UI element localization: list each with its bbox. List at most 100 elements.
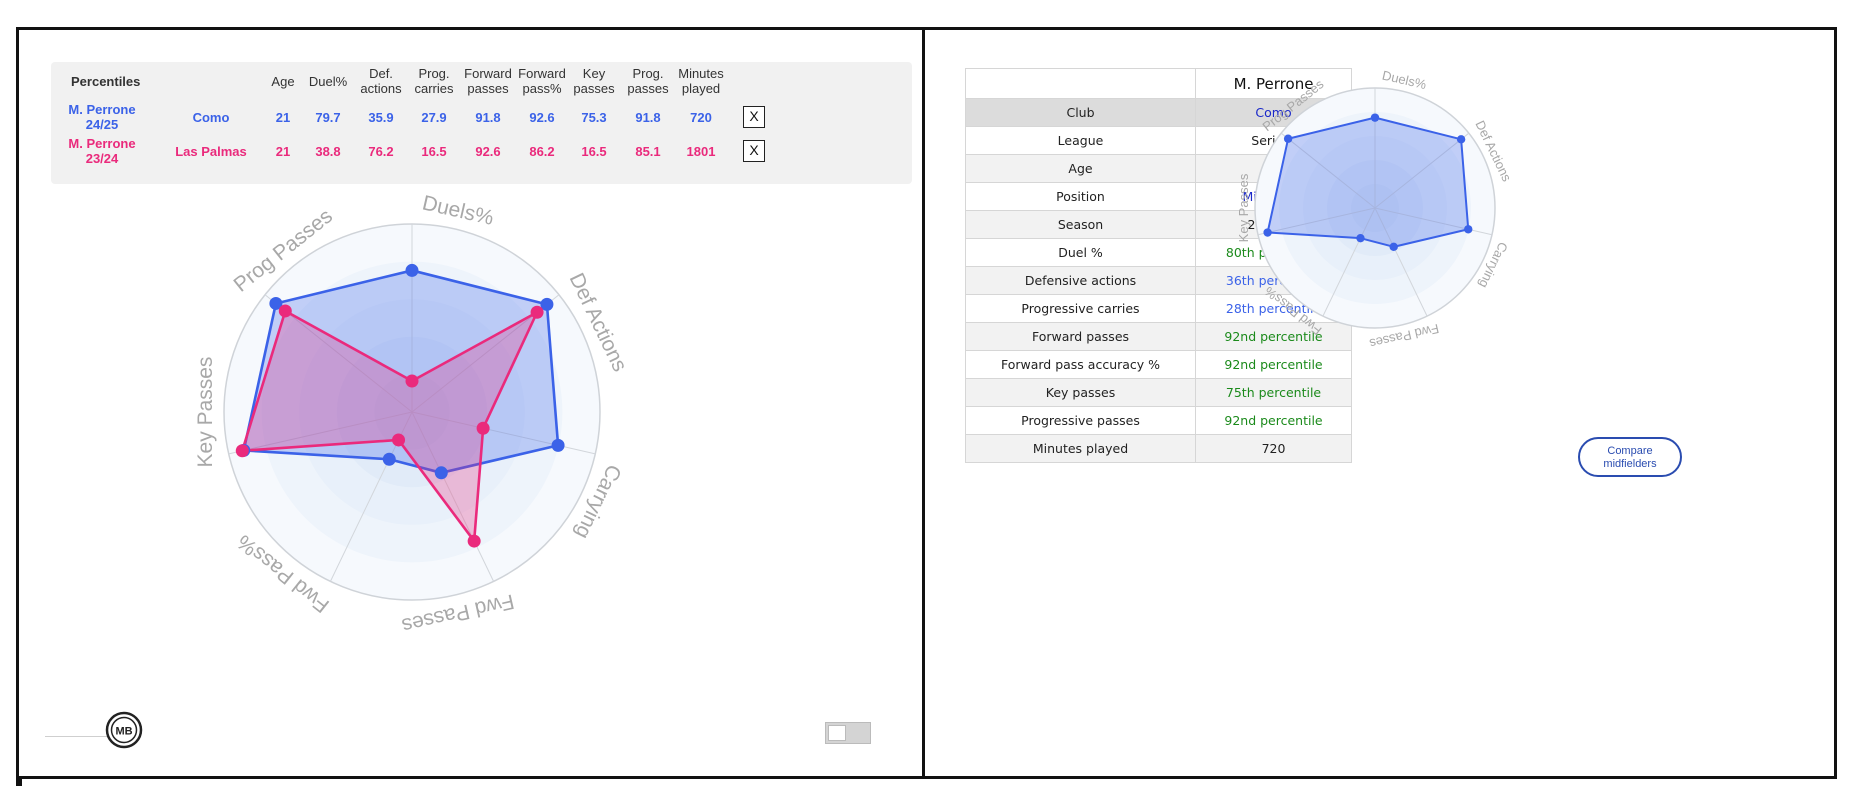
- radar-point: [235, 444, 249, 458]
- profile-value: 720: [1195, 434, 1352, 463]
- comparison-value: 91.8: [475, 110, 501, 125]
- percentile-comparison-table: Percentiles Age Duel% Def. actions Prog. carri…: [51, 62, 912, 184]
- profile-label: Forward passes: [965, 322, 1196, 351]
- comparison-value: 79.7: [315, 110, 341, 125]
- toggle-knob: [828, 725, 846, 741]
- radar-spoke: [1280, 132, 1376, 209]
- profile-row: Club Como: [965, 98, 1352, 127]
- radar-point: [1456, 135, 1466, 144]
- radar-spoke: [1374, 207, 1493, 236]
- radar-point: [269, 296, 283, 310]
- radar-point: [1283, 134, 1293, 143]
- column-header: Forward pass%: [518, 66, 566, 96]
- profile-label: Key passes: [965, 378, 1196, 407]
- comparison-value: 91.8: [635, 110, 661, 125]
- radar-point: [434, 466, 448, 480]
- radar-axis-label: Duels%: [420, 191, 496, 230]
- column-header: Forward passes: [464, 66, 512, 96]
- radar-point: [467, 534, 481, 548]
- radar-point: [405, 263, 419, 277]
- profile-header-row: M. Perrone: [965, 68, 1352, 99]
- column-header: Age: [271, 74, 295, 89]
- radar-point: [1263, 228, 1272, 237]
- radar-series-area: [1266, 116, 1470, 248]
- radar-spoke: [1257, 207, 1376, 236]
- profile-label: Forward pass accuracy %: [965, 350, 1196, 379]
- divider-line: [45, 736, 111, 737]
- profile-header-empty: [965, 68, 1196, 99]
- comparison-value: 92.6: [475, 144, 501, 159]
- profile-row: Key passes 75th percentile: [965, 378, 1352, 407]
- profile-label: Progressive carries: [965, 294, 1196, 323]
- radar-point: [405, 374, 419, 388]
- comparison-value: 16.5: [421, 144, 447, 159]
- radar-point: [1389, 242, 1398, 252]
- profile-label: Season: [965, 210, 1196, 239]
- comparison-value: 92.6: [529, 110, 555, 125]
- comparison-panel: Percentiles Age Duel% Def. actions Prog. carri…: [16, 27, 925, 779]
- profile-label: Minutes played: [965, 434, 1196, 463]
- profile-label: Club: [965, 98, 1196, 127]
- radar-spoke: [1374, 207, 1428, 317]
- comparison-club: Como: [192, 110, 230, 125]
- radar-series-area: [240, 309, 539, 543]
- comparison-value: 21: [275, 110, 291, 125]
- comparison-value: 27.9: [421, 110, 447, 125]
- column-header: Prog. carries: [414, 66, 454, 96]
- comparison-value: 76.2: [368, 144, 394, 159]
- profile-value: 92nd percentile: [1195, 322, 1352, 351]
- mb-logo: MB: [105, 711, 143, 749]
- radar-spoke: [1374, 132, 1470, 209]
- radar-point: [476, 421, 490, 435]
- comparison-value: 1801: [686, 144, 716, 159]
- comparison-value: 21: [275, 144, 291, 159]
- radar-spoke: [411, 411, 495, 582]
- column-header: Minutes played: [678, 66, 724, 96]
- view-toggle[interactable]: [825, 722, 871, 744]
- comparison-club: Las Palmas: [175, 144, 247, 159]
- edge-marker: [16, 779, 22, 786]
- profile-label: Duel %: [965, 238, 1196, 267]
- column-header: Key passes: [573, 66, 615, 96]
- radar-point: [530, 305, 544, 319]
- profile-label: Progressive passes: [965, 406, 1196, 435]
- remove-player-button[interactable]: X: [743, 106, 765, 128]
- radar-point: [1356, 233, 1365, 243]
- comparison-player-name: M. Perrone 24/25: [68, 102, 136, 132]
- profile-label: League: [965, 126, 1196, 155]
- compare-midfielders-button[interactable]: Compare midfielders: [1578, 437, 1682, 477]
- radar-axis-label: Key Passes: [1236, 173, 1251, 242]
- profile-row: Forward pass accuracy % 92nd percentile: [965, 350, 1352, 379]
- profile-row: Forward passes 92nd percentile: [965, 322, 1352, 351]
- radar-axis-label: Key Passes: [194, 357, 217, 468]
- comparison-value: 720: [690, 110, 712, 125]
- column-header: Duel%: [308, 74, 348, 89]
- radar-point: [1370, 113, 1380, 122]
- radar-spoke: [228, 411, 413, 455]
- radar-spoke: [1322, 207, 1376, 317]
- profile-label: Position: [965, 182, 1196, 211]
- comparison-value: 86.2: [529, 144, 555, 159]
- percentiles-header: Percentiles: [71, 74, 141, 89]
- column-header: Def. actions: [360, 66, 402, 96]
- comparison-value: 38.8: [315, 144, 341, 159]
- radar-point: [392, 433, 406, 447]
- comparison-player-name: M. Perrone 23/24: [68, 136, 136, 166]
- comparison-value: 16.5: [581, 144, 607, 159]
- svg-text:MB: MB: [115, 726, 132, 738]
- profile-player-name: M. Perrone: [1195, 68, 1352, 99]
- comparison-value: 35.9: [368, 110, 394, 125]
- comparison-value: 75.3: [581, 110, 607, 125]
- radar-spoke: [411, 411, 596, 455]
- radar-point: [382, 452, 396, 466]
- remove-player-button[interactable]: X: [743, 140, 765, 162]
- radar-point: [551, 438, 565, 452]
- radar-point: [1464, 225, 1473, 234]
- comparison-value: 85.1: [635, 144, 661, 159]
- radar-point: [278, 304, 292, 318]
- profile-row: Minutes played 720: [965, 434, 1352, 463]
- profile-value: 92nd percentile: [1195, 350, 1352, 379]
